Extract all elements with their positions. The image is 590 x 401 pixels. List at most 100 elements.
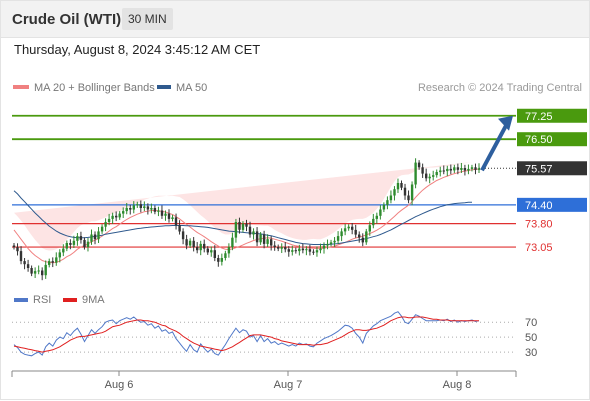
candle-body (270, 239, 273, 246)
candle-body (65, 243, 68, 249)
candle-body (196, 247, 199, 251)
candle-body (12, 245, 16, 248)
candle-body (30, 268, 33, 274)
candle-body (467, 168, 470, 171)
candle-body (41, 270, 44, 276)
candle-body (315, 250, 319, 253)
legend-swatch-ma20 (13, 85, 29, 89)
candle-body (174, 217, 178, 226)
candle-body (365, 231, 368, 243)
candle-body (185, 239, 188, 246)
candle-body (319, 248, 322, 251)
candle-body (129, 208, 132, 210)
candle-body (312, 251, 315, 253)
candle-body (79, 236, 83, 240)
candle-body (203, 243, 206, 249)
candle-body (386, 200, 389, 205)
candle-body (115, 215, 118, 218)
x-tick-label: Aug 7 (274, 379, 303, 391)
bollinger-band (14, 162, 472, 251)
candle-body (435, 172, 438, 176)
candle-body (153, 208, 157, 212)
timeframe-badge[interactable]: 30 MIN (122, 8, 173, 30)
candle-body (280, 247, 283, 249)
candle-body (248, 226, 252, 235)
legend-label-9ma: 9MA (82, 294, 105, 306)
candle-body (446, 168, 449, 172)
candle-body (181, 231, 185, 240)
candle-body (55, 257, 58, 263)
candle-body (245, 223, 248, 227)
candle-body (62, 248, 65, 253)
candle-body (16, 247, 19, 252)
candle-body (37, 270, 40, 272)
candle-body (125, 208, 128, 212)
candle-body (210, 250, 213, 253)
candle-body (93, 234, 97, 240)
candle-body (51, 261, 54, 263)
candle-body (347, 226, 350, 229)
candle-body (69, 243, 72, 245)
legend-label-ma50: MA 50 (176, 82, 207, 94)
candle-body (298, 248, 301, 252)
header-bar: Crude Oil (WTI) 30 MIN (1, 1, 589, 38)
candle-body (44, 264, 47, 276)
candle-body (178, 225, 181, 232)
candle-body (192, 240, 195, 248)
candle-body (206, 248, 209, 253)
candle-body (143, 206, 146, 208)
candle-body (167, 213, 171, 219)
candle-body (351, 226, 354, 230)
candle-body (259, 234, 262, 243)
candle-body (213, 250, 216, 258)
candle-body (291, 250, 294, 252)
candle-body (266, 239, 269, 244)
candle-body (72, 240, 76, 245)
candle-body (83, 239, 86, 248)
candle-body (379, 209, 382, 216)
candle-body (343, 228, 347, 232)
timestamp: Thursday, August 8, 2024 3:45:12 AM CET (14, 42, 261, 57)
candle-body (188, 240, 192, 246)
level-badge-74.40 (517, 197, 587, 212)
candle-body (425, 173, 428, 179)
level-label-73.05: 73.05 (525, 242, 553, 254)
candle-body (333, 240, 336, 243)
candle-body (417, 162, 421, 168)
candle-body (171, 217, 174, 219)
level-label-77.25: 77.25 (525, 111, 553, 123)
candle-body (224, 253, 227, 258)
x-tick-label: Aug 8 (443, 379, 472, 391)
candle-body (199, 243, 202, 251)
candle-body (238, 222, 241, 230)
candle-body (407, 195, 410, 201)
x-tick-label: Aug 6 (105, 379, 134, 391)
candle-body (58, 252, 61, 258)
candle-body (90, 234, 93, 242)
candle-body (358, 234, 361, 238)
rsi-tick-label-50: 50 (525, 332, 537, 344)
candle-body (428, 176, 431, 179)
candle-body (301, 248, 305, 251)
candle-body (241, 223, 245, 230)
watermark: Research © 2024 Trading Central (418, 82, 582, 94)
candle-body (393, 189, 396, 196)
candle-body (217, 258, 220, 262)
candle-body (164, 213, 167, 216)
candle-body (231, 237, 234, 248)
candle-body (146, 206, 150, 210)
candle-body (132, 205, 135, 210)
legend-label-ma20: MA 20 + Bollinger Bands (34, 82, 155, 94)
candle-body (322, 245, 326, 249)
candle-body (442, 170, 445, 172)
candle-body (48, 261, 51, 265)
candle-body (308, 249, 312, 252)
candle-body (456, 167, 460, 170)
candle-body (284, 247, 287, 250)
candle-body (100, 226, 104, 232)
candle-body (86, 241, 90, 247)
candle-body (326, 243, 329, 246)
candle-body (396, 183, 400, 190)
